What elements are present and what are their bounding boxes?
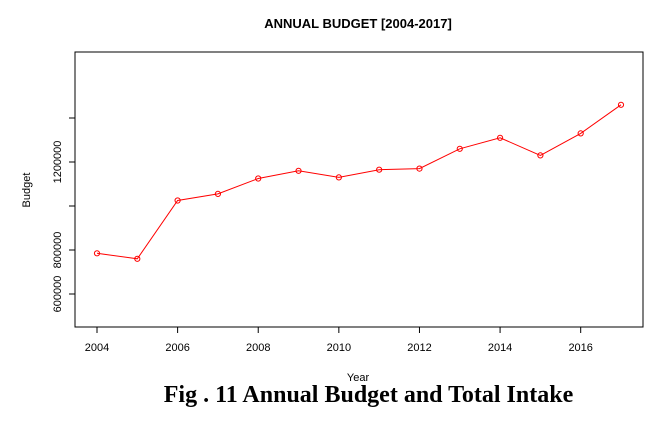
series-group	[93, 101, 625, 262]
x-axis-label: Year	[347, 372, 370, 384]
x-axis: 2004 2006 2008 2010 2012 2014 2016	[85, 326, 593, 354]
data-point	[93, 250, 101, 257]
series-line	[96, 104, 622, 260]
x-tick-label: 2004	[85, 342, 109, 354]
figure-caption: Fig . 11 Annual Budget and Total Intake	[163, 382, 574, 408]
data-point	[416, 165, 423, 172]
x-tick-label: 2010	[327, 342, 351, 354]
data-point	[577, 130, 584, 137]
data-point	[456, 145, 463, 152]
data-point	[335, 174, 342, 181]
data-point	[295, 167, 302, 174]
data-point	[214, 190, 222, 197]
data-point	[134, 255, 141, 262]
x-tick-label: 2016	[568, 342, 592, 354]
x-tick-label: 2014	[488, 342, 512, 354]
data-point	[255, 175, 262, 182]
data-point	[376, 166, 383, 173]
plot-frame	[74, 51, 644, 328]
x-tick-label: 2008	[246, 342, 270, 354]
data-point	[496, 134, 504, 141]
data-point	[617, 101, 625, 108]
data-point	[537, 152, 544, 159]
y-tick-label: 600000	[52, 276, 64, 313]
x-tick-label: 2012	[407, 342, 431, 354]
chart-title: ANNUAL BUDGET [2004-2017]	[264, 16, 452, 31]
x-tick-label: 2006	[165, 342, 189, 354]
y-tick-label: 800000	[52, 232, 64, 269]
y-tick-label: 1200000	[52, 141, 64, 184]
y-axis: 600000 800000 1200000	[52, 117, 75, 313]
data-point	[174, 197, 181, 204]
y-axis-label: Budget	[21, 173, 33, 208]
